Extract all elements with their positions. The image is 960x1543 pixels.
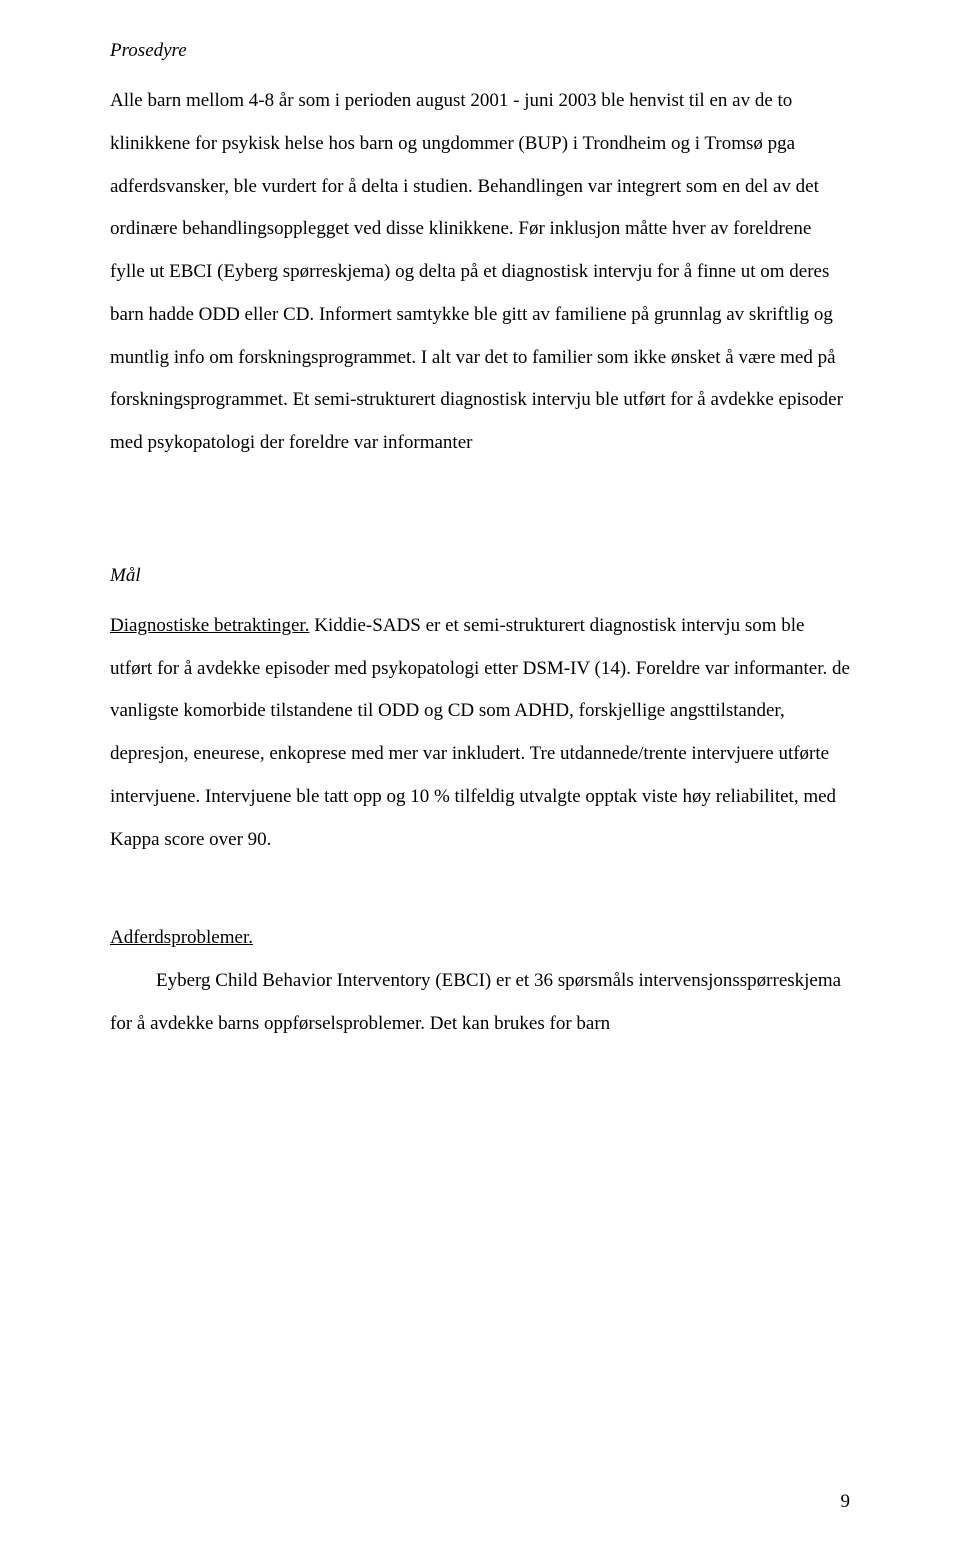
section-heading-maal: Mål [110, 565, 850, 587]
section-heading-prosedyre: Prosedyre [110, 40, 850, 62]
page-number: 9 [841, 1491, 851, 1513]
page-container: Prosedyre Alle barn mellom 4-8 år som i … [0, 0, 960, 1543]
text-run: Behandlingen var integrert som en del av… [110, 176, 829, 325]
paragraph-prosedyre: Alle barn mellom 4-8 år som i perioden a… [110, 80, 850, 465]
paragraph-spacer [110, 861, 850, 917]
paragraph-adferdsproblemer-label: Adferdsproblemer. [110, 917, 850, 960]
underlined-label: Adferdsproblemer. [110, 927, 253, 948]
text-run: Eyberg Child Behavior Interventory (EBCI… [110, 970, 841, 1034]
paragraph-diagnostiske: Diagnostiske betraktinger. Kiddie-SADS e… [110, 605, 850, 862]
paragraph-adferdsproblemer-body: Eyberg Child Behavior Interventory (EBCI… [110, 960, 850, 1046]
text-run: Kiddie-SADS er et semi-strukturert diagn… [110, 615, 850, 850]
underlined-label: Diagnostiske betraktinger. [110, 615, 309, 636]
section-spacer [110, 465, 850, 565]
